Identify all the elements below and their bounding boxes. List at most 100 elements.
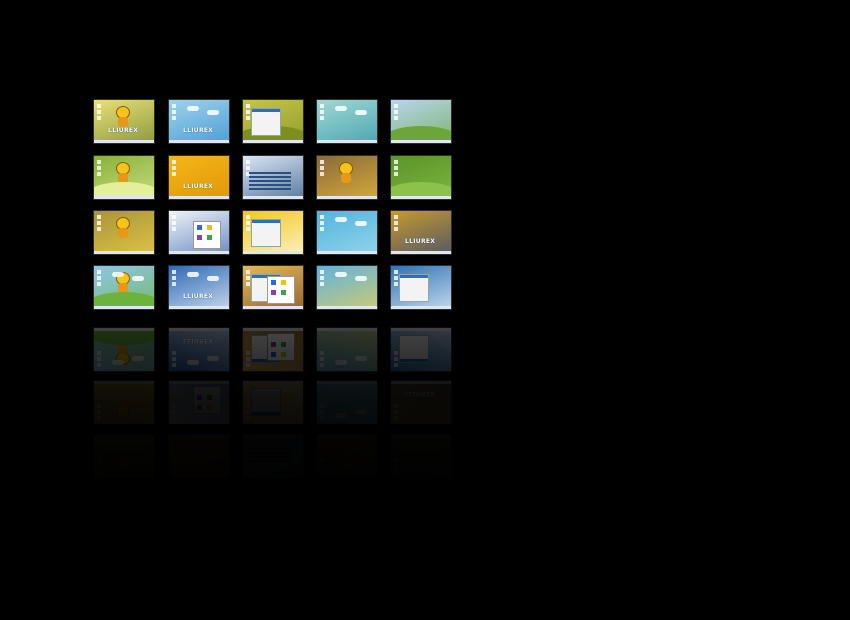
taskbar <box>391 306 451 309</box>
desktop-icon <box>320 104 324 108</box>
thumbnail-background <box>169 266 229 309</box>
desktop-icon <box>394 227 398 231</box>
desktop-icon <box>172 363 176 367</box>
cloud-shape <box>132 276 144 281</box>
thumb-info-sheet-reflection <box>242 434 304 479</box>
thumbnail-background <box>169 100 229 143</box>
taskbar <box>391 140 451 143</box>
desktop-icon <box>394 458 398 462</box>
desktop-icon <box>320 166 324 170</box>
desktop-icon <box>97 410 101 414</box>
thumb-yellow-window-reflection <box>242 380 304 425</box>
desktop-icon <box>394 357 398 361</box>
thumb-green-hills[interactable] <box>390 99 452 144</box>
desktop-icon <box>394 410 398 414</box>
thumb-icon-grid-reflection <box>242 327 304 372</box>
thumb-orange-logo[interactable]: LLIUREX <box>168 155 230 200</box>
taskbar <box>94 251 154 254</box>
desktop-icon <box>172 172 176 176</box>
desktop-icon <box>394 116 398 120</box>
info-text-lines <box>249 170 291 192</box>
thumb-character-panel[interactable] <box>168 210 230 255</box>
thumb-mascot-olive[interactable] <box>93 210 155 255</box>
thumb-blue-lliurex[interactable]: LLIUREX <box>168 265 230 310</box>
taskbar <box>243 435 303 438</box>
desktop-icon <box>320 416 324 420</box>
thumb-cyan-wave[interactable] <box>316 210 378 255</box>
thumb-menu-open[interactable] <box>390 265 452 310</box>
desktop-icon <box>172 357 176 361</box>
cloud-shape <box>132 356 144 361</box>
desktop-icon <box>246 464 250 468</box>
mascot-figure <box>339 162 355 184</box>
taskbar <box>169 306 229 309</box>
thumb-mascot-brown[interactable] <box>316 155 378 200</box>
mascot-figure <box>116 106 132 128</box>
app-window <box>399 335 429 363</box>
thumb-mascot-yellow[interactable]: LLIUREX <box>93 99 155 144</box>
desktop-icon <box>320 221 324 225</box>
desktop-icon <box>97 160 101 164</box>
thumb-mascot-brown-reflection <box>316 434 378 479</box>
mascot-figure <box>116 217 132 239</box>
thumbnail-background <box>169 328 229 371</box>
desktop-icon <box>246 351 250 355</box>
taskbar <box>169 328 229 331</box>
taskbar <box>391 251 451 254</box>
desktop-icon <box>97 282 101 286</box>
thumb-green-swoosh-reflection <box>93 434 155 479</box>
thumbnail-background <box>317 266 377 309</box>
thumb-lliurex-gold[interactable]: LLIUREX <box>390 210 452 255</box>
mascot-figure <box>116 450 132 472</box>
desktop-icon <box>172 270 176 274</box>
taskbar <box>243 306 303 309</box>
desktop-icon <box>320 404 324 408</box>
desktop-icon <box>172 221 176 225</box>
cloud-shape <box>335 413 347 418</box>
thumb-lliurex-blue-folder[interactable]: LLIUREX <box>168 99 230 144</box>
thumb-info-sheet[interactable] <box>242 155 304 200</box>
thumb-beach-sun[interactable] <box>316 265 378 310</box>
desktop-icon <box>246 110 250 114</box>
mascot-figure <box>116 162 132 184</box>
desktop-icon <box>246 270 250 274</box>
thumb-teal-drop[interactable] <box>316 99 378 144</box>
taskbar <box>391 328 451 331</box>
thumb-mascot-olive-reflection <box>93 380 155 425</box>
desktop-icon <box>246 363 250 367</box>
cloud-shape <box>355 110 367 115</box>
mascot-figure <box>116 396 132 418</box>
desktop-icon <box>246 215 250 219</box>
taskbar <box>243 328 303 331</box>
taskbar <box>169 381 229 384</box>
thumb-green-swoosh[interactable] <box>93 155 155 200</box>
desktop-icon <box>246 160 250 164</box>
desktop-icon <box>172 276 176 280</box>
thumb-sky-island[interactable] <box>93 265 155 310</box>
desktop-icon <box>246 470 250 474</box>
thumb-green-burst[interactable] <box>242 99 304 144</box>
thumb-green-desktop[interactable] <box>390 155 452 200</box>
desktop-icon <box>320 110 324 114</box>
taskbar <box>391 435 451 438</box>
lliurex-logo-text: LLIUREX <box>108 127 139 134</box>
desktop-icon <box>320 351 324 355</box>
desktop-icon <box>320 227 324 231</box>
thumb-yellow-window[interactable] <box>242 210 304 255</box>
desktop-icon <box>320 357 324 361</box>
thumb-icon-grid[interactable] <box>242 265 304 310</box>
thumb-menu-open-reflection <box>390 327 452 372</box>
desktop-icon <box>320 116 324 120</box>
desktop-icon <box>320 363 324 367</box>
desktop-icon <box>320 464 324 468</box>
desktop-icon <box>394 470 398 474</box>
desktop-icon <box>394 404 398 408</box>
cloud-shape <box>335 217 347 222</box>
cloud-shape <box>112 272 124 277</box>
taskbar <box>317 381 377 384</box>
desktop-icon <box>394 104 398 108</box>
thumb-lliurex-gold-reflection: LLIUREX <box>390 380 452 425</box>
thumb-blue-lliurex-reflection: LLIUREX <box>168 327 230 372</box>
desktop-icon <box>97 270 101 274</box>
desktop-icon <box>320 470 324 474</box>
